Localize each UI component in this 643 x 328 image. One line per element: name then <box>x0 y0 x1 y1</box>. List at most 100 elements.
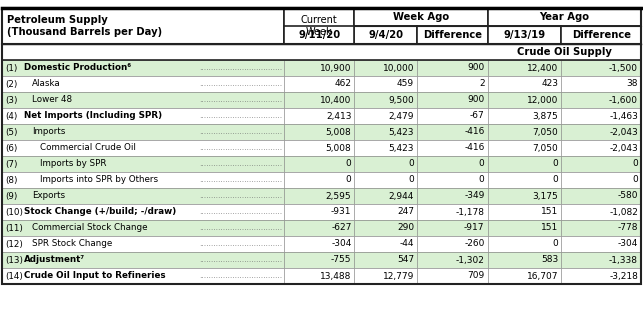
Bar <box>284 172 354 188</box>
Text: 3,175: 3,175 <box>532 192 558 200</box>
Text: (10): (10) <box>5 208 23 216</box>
Bar <box>2 124 284 140</box>
Text: Commercial Stock Change: Commercial Stock Change <box>32 223 147 233</box>
Text: -260: -260 <box>464 239 485 249</box>
Bar <box>487 220 561 236</box>
Bar <box>561 140 641 156</box>
Bar <box>487 124 561 140</box>
Bar <box>2 252 641 268</box>
Text: 0: 0 <box>479 159 485 169</box>
Bar <box>2 124 641 140</box>
Bar <box>2 236 284 252</box>
Text: -1,463: -1,463 <box>609 112 638 120</box>
Text: 900: 900 <box>467 95 485 105</box>
Text: -917: -917 <box>464 223 485 233</box>
Text: Current
Week: Current Week <box>301 15 338 37</box>
Text: 0: 0 <box>408 159 414 169</box>
Text: 583: 583 <box>541 256 558 264</box>
Bar <box>284 236 354 252</box>
Bar <box>487 204 561 220</box>
Text: ...................................: ................................... <box>199 144 282 153</box>
Text: Difference: Difference <box>422 30 482 40</box>
Text: ...................................: ................................... <box>199 192 282 200</box>
Text: 5,423: 5,423 <box>388 144 414 153</box>
Bar <box>354 76 417 92</box>
Text: ...................................: ................................... <box>199 272 282 280</box>
Text: (4): (4) <box>5 112 17 120</box>
Text: 2,944: 2,944 <box>388 192 414 200</box>
Text: Adjustment⁷: Adjustment⁷ <box>24 256 86 264</box>
Bar <box>284 140 354 156</box>
Bar <box>284 204 354 220</box>
Bar <box>354 26 417 44</box>
Text: -755: -755 <box>331 256 352 264</box>
Bar <box>284 26 354 44</box>
Bar <box>417 108 487 124</box>
Text: 0: 0 <box>479 175 485 184</box>
Bar <box>487 26 561 44</box>
Text: 900: 900 <box>467 64 485 72</box>
Text: ...................................: ................................... <box>199 159 282 169</box>
Text: -778: -778 <box>617 223 638 233</box>
Bar <box>417 252 487 268</box>
Text: Exports: Exports <box>32 192 65 200</box>
Bar <box>284 108 354 124</box>
Bar <box>417 172 487 188</box>
Bar <box>354 92 417 108</box>
Bar <box>354 252 417 268</box>
Text: -416: -416 <box>464 144 485 153</box>
Bar <box>2 268 284 284</box>
Bar <box>417 220 487 236</box>
Bar <box>354 8 487 26</box>
Text: 459: 459 <box>397 79 414 89</box>
Text: ...................................: ................................... <box>199 95 282 105</box>
Text: -1,302: -1,302 <box>456 256 485 264</box>
Text: 5,423: 5,423 <box>388 128 414 136</box>
Text: -1,600: -1,600 <box>609 95 638 105</box>
Bar <box>2 220 284 236</box>
Bar <box>561 92 641 108</box>
Text: 9/4/20: 9/4/20 <box>368 30 403 40</box>
Bar <box>354 188 417 204</box>
Text: ...................................: ................................... <box>199 208 282 216</box>
Bar <box>2 204 641 220</box>
Text: Net Imports (Including SPR): Net Imports (Including SPR) <box>24 112 162 120</box>
Text: 462: 462 <box>334 79 352 89</box>
Bar <box>2 108 641 124</box>
Text: ...................................: ................................... <box>199 79 282 89</box>
Text: -1,338: -1,338 <box>609 256 638 264</box>
Bar <box>2 204 284 220</box>
Bar <box>487 252 561 268</box>
Text: 290: 290 <box>397 223 414 233</box>
Text: 5,008: 5,008 <box>326 128 352 136</box>
Text: 0: 0 <box>346 159 352 169</box>
Text: 16,707: 16,707 <box>527 272 558 280</box>
Text: 151: 151 <box>541 223 558 233</box>
Bar <box>2 172 284 188</box>
Bar <box>2 140 641 156</box>
Text: 10,900: 10,900 <box>320 64 352 72</box>
Bar <box>487 140 561 156</box>
Text: 709: 709 <box>467 272 485 280</box>
Bar <box>487 8 641 26</box>
Text: ...................................: ................................... <box>199 112 282 120</box>
Bar <box>487 92 561 108</box>
Text: ...................................: ................................... <box>199 223 282 233</box>
Bar <box>561 268 641 284</box>
Bar <box>2 44 641 60</box>
Text: 247: 247 <box>397 208 414 216</box>
Text: Domestic Production⁶: Domestic Production⁶ <box>24 64 131 72</box>
Text: -304: -304 <box>331 239 352 249</box>
Bar <box>354 172 417 188</box>
Text: 0: 0 <box>553 175 558 184</box>
Text: ...................................: ................................... <box>199 64 282 72</box>
Bar <box>561 172 641 188</box>
Bar <box>284 188 354 204</box>
Text: Week Ago: Week Ago <box>393 12 449 22</box>
Bar <box>417 26 487 44</box>
Bar <box>354 108 417 124</box>
Text: 547: 547 <box>397 256 414 264</box>
Bar <box>561 188 641 204</box>
Text: Year Ago: Year Ago <box>539 12 589 22</box>
Bar <box>487 76 561 92</box>
